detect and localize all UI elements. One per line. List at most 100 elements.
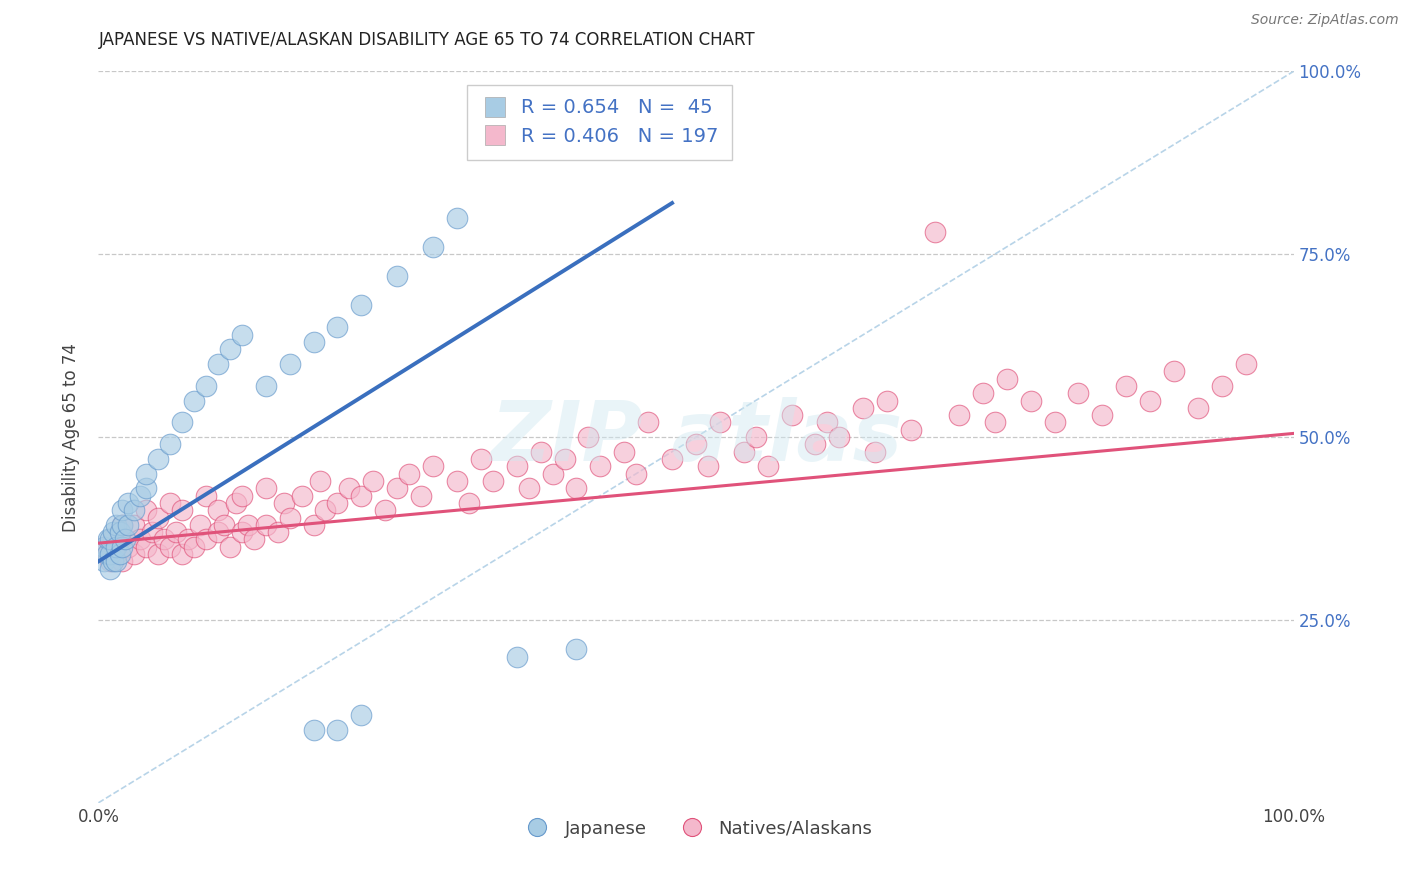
Point xyxy=(141,525,163,540)
Point xyxy=(506,649,529,664)
Point xyxy=(135,481,157,495)
Point xyxy=(374,503,396,517)
Point xyxy=(231,489,253,503)
Point xyxy=(1211,379,1233,393)
Point xyxy=(105,547,128,561)
Point xyxy=(302,723,325,737)
Point xyxy=(93,540,115,554)
Point xyxy=(350,298,373,312)
Point xyxy=(243,533,266,547)
Point xyxy=(828,430,851,444)
Point xyxy=(517,481,540,495)
Point xyxy=(124,503,146,517)
Point xyxy=(350,708,373,723)
Point xyxy=(626,467,648,481)
Point xyxy=(231,525,253,540)
Point xyxy=(422,459,444,474)
Point xyxy=(984,416,1007,430)
Point xyxy=(148,452,170,467)
Point xyxy=(339,481,361,495)
Point xyxy=(589,459,612,474)
Point xyxy=(780,408,803,422)
Point xyxy=(172,503,194,517)
Point xyxy=(565,481,588,495)
Point xyxy=(129,489,152,503)
Point xyxy=(183,540,205,554)
Point xyxy=(1139,393,1161,408)
Point xyxy=(554,452,576,467)
Point xyxy=(98,547,122,561)
Text: ZIP atlas: ZIP atlas xyxy=(489,397,903,477)
Point xyxy=(101,533,124,547)
Point xyxy=(148,510,170,524)
Point xyxy=(135,467,157,481)
Point xyxy=(446,474,468,488)
Point xyxy=(972,386,994,401)
Point xyxy=(148,547,170,561)
Point xyxy=(165,525,187,540)
Point xyxy=(278,357,301,371)
Point xyxy=(101,554,124,568)
Point xyxy=(195,533,218,547)
Point xyxy=(302,334,325,349)
Point xyxy=(96,547,118,561)
Point xyxy=(995,371,1018,385)
Point xyxy=(111,503,134,517)
Point xyxy=(470,452,492,467)
Point xyxy=(565,642,588,657)
Point xyxy=(93,540,115,554)
Point xyxy=(637,416,659,430)
Point xyxy=(172,416,194,430)
Point xyxy=(195,379,218,393)
Point xyxy=(1067,386,1090,401)
Point xyxy=(195,489,218,503)
Point xyxy=(733,444,755,458)
Point xyxy=(1163,364,1185,378)
Point xyxy=(111,540,134,554)
Point xyxy=(1043,416,1066,430)
Y-axis label: Disability Age 65 to 74: Disability Age 65 to 74 xyxy=(62,343,80,532)
Point xyxy=(1091,408,1114,422)
Point xyxy=(117,496,139,510)
Point xyxy=(177,533,200,547)
Point xyxy=(363,474,385,488)
Point xyxy=(900,423,922,437)
Point xyxy=(446,211,468,225)
Text: JAPANESE VS NATIVE/ALASKAN DISABILITY AGE 65 TO 74 CORRELATION CHART: JAPANESE VS NATIVE/ALASKAN DISABILITY AG… xyxy=(98,31,755,49)
Point xyxy=(865,444,887,458)
Point xyxy=(207,503,229,517)
Point xyxy=(117,540,139,554)
Point xyxy=(159,437,181,451)
Point xyxy=(129,533,152,547)
Point xyxy=(411,489,433,503)
Point xyxy=(135,503,157,517)
Point xyxy=(98,554,122,568)
Point xyxy=(1019,393,1042,408)
Point xyxy=(458,496,481,510)
Point xyxy=(124,547,146,561)
Point xyxy=(159,540,181,554)
Point xyxy=(219,540,242,554)
Point xyxy=(308,474,330,488)
Point xyxy=(111,517,134,532)
Point xyxy=(254,379,277,393)
Point xyxy=(159,496,181,510)
Point xyxy=(1115,379,1137,393)
Point xyxy=(804,437,827,451)
Point xyxy=(267,525,290,540)
Point xyxy=(661,452,683,467)
Point xyxy=(815,416,838,430)
Point xyxy=(613,444,636,458)
Point xyxy=(756,459,779,474)
Point xyxy=(212,517,235,532)
Point xyxy=(231,327,253,342)
Point xyxy=(172,547,194,561)
Point xyxy=(105,517,128,532)
Point xyxy=(685,437,707,451)
Point xyxy=(398,467,420,481)
Point xyxy=(98,533,122,547)
Point xyxy=(876,393,898,408)
Legend: Japanese, Natives/Alaskans: Japanese, Natives/Alaskans xyxy=(512,813,880,845)
Point xyxy=(578,430,600,444)
Point xyxy=(97,533,120,547)
